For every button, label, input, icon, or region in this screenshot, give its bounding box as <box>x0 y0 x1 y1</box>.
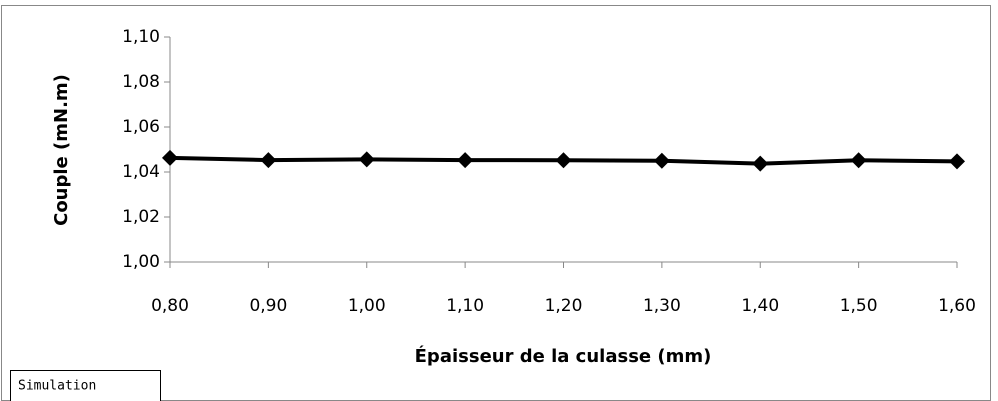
x-axis-label: Épaisseur de la culasse (mm) <box>415 345 712 367</box>
data-point <box>260 152 277 169</box>
data-point <box>949 153 965 170</box>
x-tick-label: 1,60 <box>938 296 976 316</box>
legend-box <box>10 370 161 401</box>
y-tick-label: 1,02 <box>122 207 160 227</box>
x-tick-label: 1,50 <box>840 296 878 316</box>
y-tick-label: 1,00 <box>122 252 160 272</box>
data-point <box>653 152 670 169</box>
y-tick-label: 1,10 <box>122 27 160 47</box>
legend-label: Simulation <box>18 379 96 394</box>
y-tick-label: 1,06 <box>122 117 160 137</box>
y-axis-label: Couple (mN.m) <box>51 74 72 226</box>
data-point <box>850 152 867 169</box>
data-point <box>752 155 769 172</box>
x-tick-label: 0,80 <box>151 296 189 316</box>
data-point <box>555 152 572 169</box>
x-tick-label: 1,30 <box>643 296 681 316</box>
data-point <box>162 149 178 166</box>
x-tick-label: 1,00 <box>348 296 386 316</box>
y-tick-label: 1,08 <box>122 72 160 92</box>
data-point <box>457 152 474 169</box>
x-tick-label: 1,40 <box>741 296 779 316</box>
y-tick-label: 1,04 <box>122 162 160 182</box>
chart-border <box>1 5 991 401</box>
x-tick-label: 1,20 <box>545 296 583 316</box>
x-tick-label: 1,10 <box>446 296 484 316</box>
data-point <box>358 151 375 168</box>
x-tick-label: 0,90 <box>249 296 287 316</box>
